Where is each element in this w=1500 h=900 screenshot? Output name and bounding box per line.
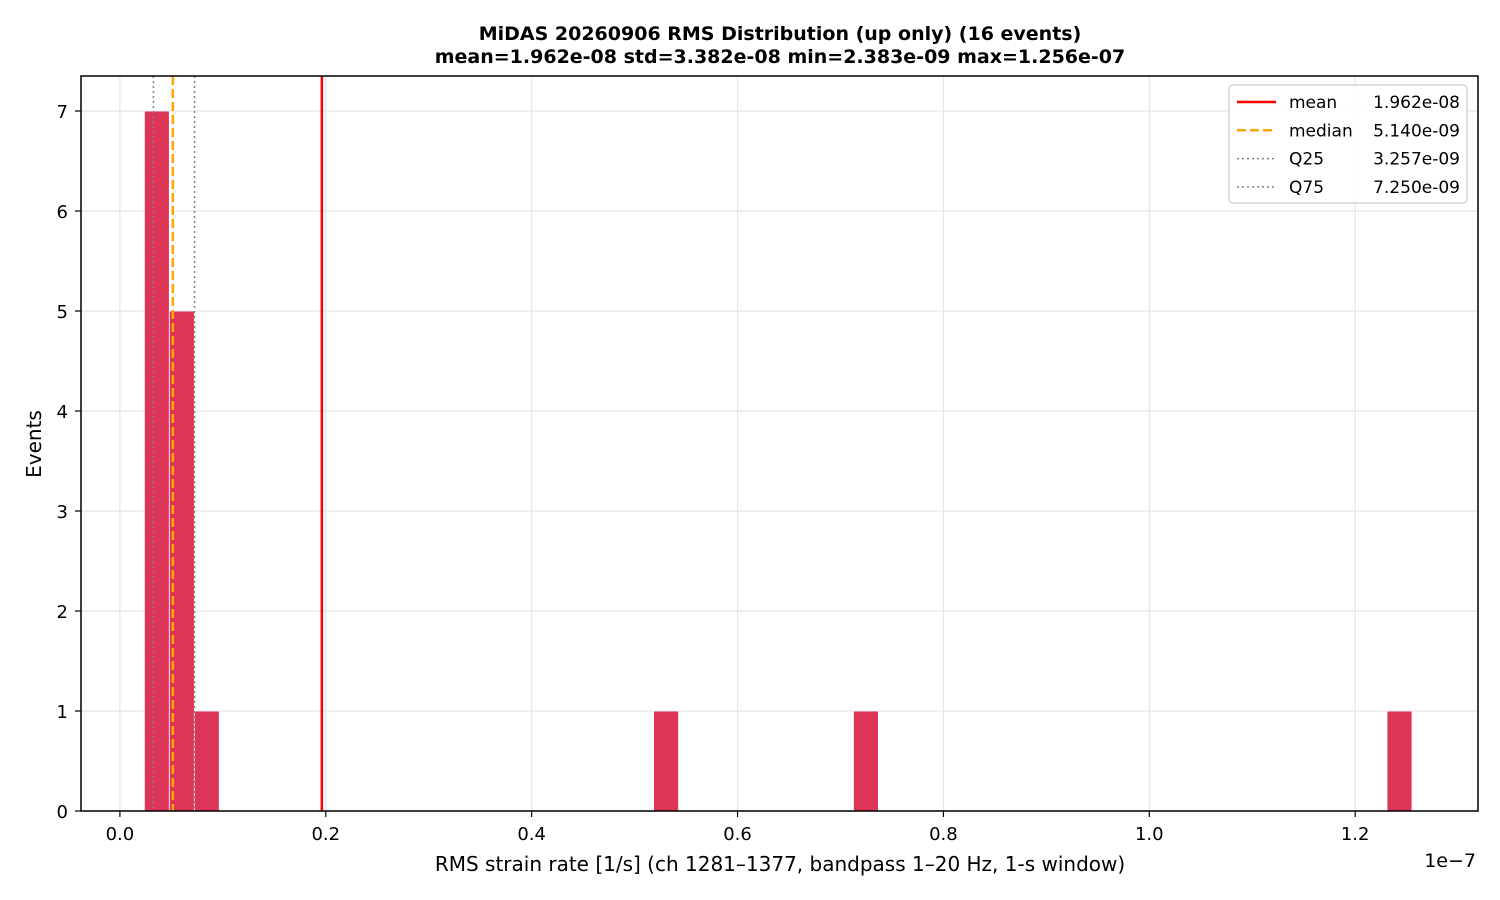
x-tick-label: 0.4 <box>517 824 546 845</box>
y-tick-label: 0 <box>57 802 68 823</box>
legend-value-q75: 7.250e-09 <box>1373 178 1460 198</box>
legend-box <box>1228 84 1468 204</box>
legend-label-median: median <box>1289 121 1353 141</box>
y-tick-label: 1 <box>57 702 68 723</box>
legend-label-q75: Q75 <box>1289 178 1324 198</box>
x-tick-label: 0.2 <box>311 824 340 845</box>
chart-title-line2: mean=1.962e-08 std=3.382e-08 min=2.383e-… <box>435 46 1126 68</box>
x-axis-label: RMS strain rate [1/s] (ch 1281–1377, ban… <box>435 852 1125 876</box>
histogram-bar <box>853 710 879 812</box>
bars-layer <box>144 110 1413 812</box>
x-axis-ticks: 0.0 0.2 0.4 0.6 0.8 1.0 1.2 <box>106 811 1370 845</box>
x-tick-label: 0.6 <box>723 824 752 845</box>
y-tick-label: 3 <box>57 502 68 523</box>
legend-value-median: 5.140e-09 <box>1373 121 1460 141</box>
x-tick-label: 0.0 <box>106 824 135 845</box>
legend-label-q25: Q25 <box>1289 150 1324 170</box>
y-tick-label: 6 <box>57 202 68 223</box>
histogram-bar <box>653 710 679 812</box>
legend-value-mean: 1.962e-08 <box>1373 93 1460 113</box>
y-tick-label: 4 <box>57 402 68 423</box>
y-axis-ticks: 0 1 2 3 4 5 6 7 <box>57 102 81 823</box>
y-axis-label: Events <box>22 410 46 478</box>
x-tick-label: 1.0 <box>1135 824 1164 845</box>
y-tick-label: 7 <box>57 102 68 123</box>
legend: mean 1.962e-08 median 5.140e-09 Q25 3.257e-09… <box>1228 84 1468 204</box>
y-tick-label: 5 <box>57 302 68 323</box>
x-tick-label: 0.8 <box>929 824 958 845</box>
y-tick-label: 2 <box>57 602 68 623</box>
reference-lines-layer <box>152 76 324 811</box>
histogram-bar <box>193 710 220 812</box>
grid-layer <box>81 76 1478 812</box>
x-tick-label: 1.2 <box>1341 824 1370 845</box>
histogram-bar <box>144 110 170 812</box>
histogram-bar <box>1386 710 1413 812</box>
plot-frame <box>80 75 1479 812</box>
legend-value-q25: 3.257e-09 <box>1373 150 1460 170</box>
legend-label-mean: mean <box>1289 93 1337 113</box>
chart-title-line1: MiDAS 20260906 RMS Distribution (up only… <box>479 23 1082 45</box>
x-axis-offset-label: 1e−7 <box>1424 850 1476 872</box>
legend-items: mean 1.962e-08 median 5.140e-09 Q25 3.257e-09… <box>1237 93 1460 198</box>
